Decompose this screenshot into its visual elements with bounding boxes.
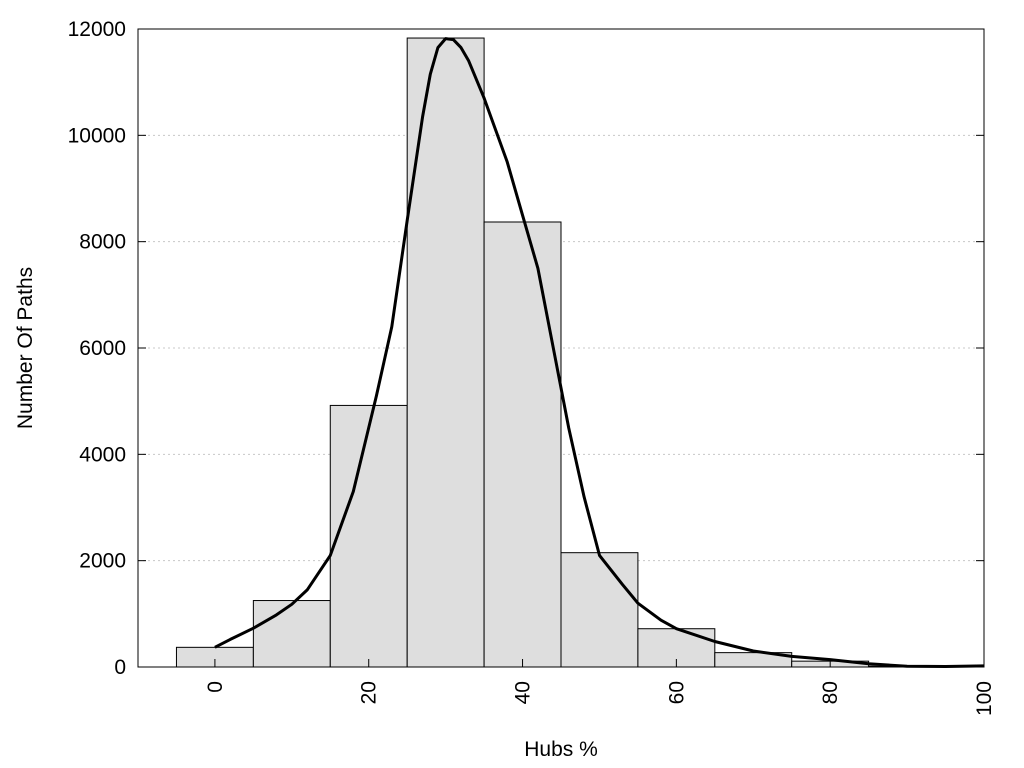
- x-tick-label: 0: [204, 681, 227, 693]
- x-tick-label: 20: [358, 681, 381, 704]
- histogram-bar-20: [329, 404, 408, 668]
- density-curve-line: [214, 37, 985, 668]
- y-axis-label: Number Of Paths: [14, 267, 37, 429]
- x-tick-label: 100: [973, 681, 996, 716]
- histogram-bar-10: [252, 600, 331, 668]
- x-tick-label: 40: [512, 681, 535, 704]
- y-tick-label: 0: [114, 656, 126, 679]
- y-tick-label: 2000: [79, 550, 126, 573]
- density-curve: [214, 37, 985, 668]
- histogram-bar-40: [483, 221, 562, 668]
- y-tick-label: 10000: [68, 124, 126, 147]
- x-tick-label: 60: [665, 681, 688, 704]
- y-tick-label: 4000: [79, 443, 126, 466]
- x-axis-label: Hubs %: [524, 738, 598, 761]
- y-tick-label: 12000: [68, 18, 126, 41]
- grid-lines: [138, 134, 984, 562]
- y-tick-label: 6000: [79, 337, 126, 360]
- histogram-bar-50: [560, 552, 639, 668]
- x-tick-label: 80: [819, 681, 842, 704]
- histogram-bars: [175, 37, 947, 668]
- axis-ticks: 0 2000 4000 6000 8000 10000 12000 0 20 40 60 80 100: [68, 18, 996, 716]
- y-tick-label: 8000: [79, 231, 126, 254]
- histogram-bar-30: [406, 37, 485, 668]
